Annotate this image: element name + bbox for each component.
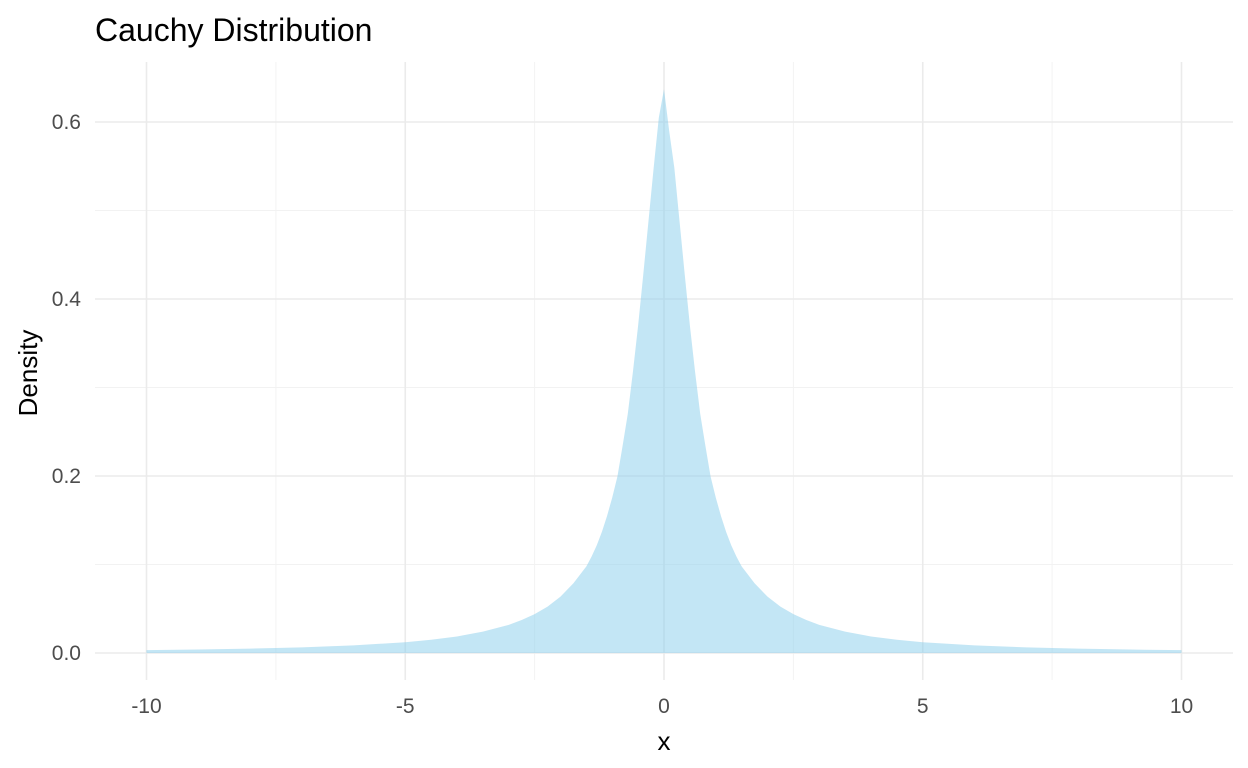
plot-area <box>146 89 1182 653</box>
x-tick-label: 0 <box>658 695 670 718</box>
chart-title: Cauchy Distribution <box>95 12 372 48</box>
x-tick-label: -10 <box>131 695 161 718</box>
y-tick-label: 0.4 <box>52 288 82 311</box>
y-tick-label: 0.6 <box>52 111 81 134</box>
density-area-series-0 <box>146 89 1182 653</box>
x-tick-label: 5 <box>917 695 929 718</box>
y-axis: 0.0 0.2 0.4 0.6 <box>52 111 82 665</box>
x-axis-title: x <box>658 726 671 756</box>
y-axis-title: Density <box>13 330 43 417</box>
y-tick-label: 0.0 <box>52 642 81 665</box>
y-tick-label: 0.2 <box>52 465 81 488</box>
x-tick-label: -5 <box>396 695 415 718</box>
x-axis: -10 -5 0 5 10 <box>131 695 1193 718</box>
x-tick-label: 10 <box>1170 695 1193 718</box>
